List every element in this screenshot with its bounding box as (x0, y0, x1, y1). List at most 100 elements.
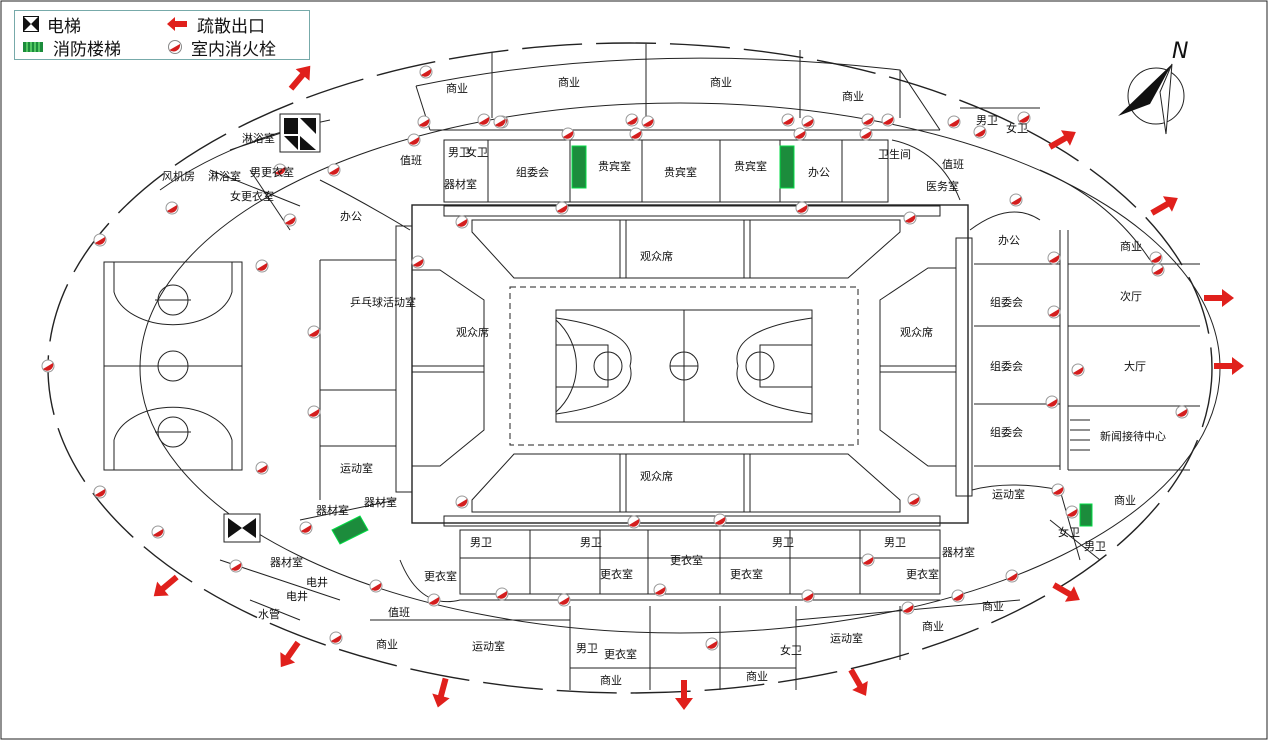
label-locker: 更衣室 (424, 569, 457, 583)
hydrant-marker (907, 493, 921, 507)
hydrant-marker (793, 127, 807, 141)
north-rooms (415, 44, 1040, 217)
hydrant-marker (329, 631, 343, 645)
label-audience: 观众席 (640, 249, 673, 263)
label-male-wc: 男卫 (772, 536, 794, 549)
label-office: 办公 (340, 210, 362, 223)
label-locker: 更衣室 (906, 567, 939, 581)
hydrant-marker (801, 589, 815, 603)
fire-stair-icon (23, 42, 43, 52)
hydrant-marker (493, 115, 507, 129)
hydrant-marker (273, 163, 287, 177)
west-corridor (395, 225, 413, 493)
west-wing (103, 119, 411, 621)
label-office: 办公 (808, 166, 830, 179)
hydrant-marker (1047, 251, 1061, 265)
elevator-icon (223, 113, 321, 543)
exit-arrow (280, 640, 301, 668)
label-equipment: 器材室 (364, 495, 397, 509)
label-male-wc: 男卫 (1084, 540, 1106, 553)
hydrant-marker (1047, 305, 1061, 319)
main-hall (411, 204, 969, 524)
hydrant-marker (427, 593, 441, 607)
exit-arrow (432, 677, 450, 708)
hydrant-marker (93, 485, 107, 499)
hydrant-marker (255, 461, 269, 475)
label-shower: 淋浴室 (242, 131, 275, 145)
exit-arrow (675, 680, 693, 710)
label-commerce: 商业 (600, 673, 622, 687)
legend-hydrant-label: 室内消火栓 (191, 39, 276, 60)
hydrant-marker (93, 233, 107, 247)
legend-hydrant: 室内消火栓 (167, 36, 276, 60)
hydrant-marker (369, 579, 383, 593)
label-audience: 观众席 (900, 325, 933, 339)
label-commerce: 商业 (710, 75, 732, 89)
hydrant-marker (417, 115, 431, 129)
hydrant-marker (947, 115, 961, 129)
label-equipment: 器材室 (270, 555, 303, 569)
hydrant-marker (41, 359, 55, 373)
label-equipment: 器材室 (942, 545, 975, 559)
hydrant-marker (455, 215, 469, 229)
hydrant-marker (561, 127, 575, 141)
label-commerce: 商业 (376, 637, 398, 651)
hydrant-marker (1051, 483, 1065, 497)
label-water-shaft: 水管 (258, 607, 280, 621)
east-corridor (955, 237, 973, 497)
exit-arrow (1214, 357, 1244, 375)
label-sport-room: 运动室 (992, 487, 1025, 501)
exit-arrow-icon (167, 17, 187, 31)
label-elec-shaft: 电井 (286, 589, 308, 603)
exit-arrow (848, 668, 868, 696)
main-court (555, 309, 813, 423)
label-duty: 值班 (388, 606, 410, 619)
label-elec-shaft: 电井 (306, 575, 328, 589)
hydrant-marker (1071, 363, 1085, 377)
hydrant-marker (641, 115, 655, 129)
label-commerce: 商业 (1114, 493, 1136, 507)
label-organizing: 组委会 (990, 295, 1023, 309)
exit-arrow (1048, 130, 1076, 150)
label-sport-room: 运动室 (830, 631, 863, 645)
hydrant-marker (407, 133, 421, 147)
label-commerce: 商业 (842, 89, 864, 103)
hydrant-icon (168, 40, 182, 54)
exit-arrow (1052, 582, 1080, 602)
compass-label: N (1172, 39, 1188, 64)
legend-elevator: 电梯 (23, 13, 81, 37)
label-female-wc: 女卫 (780, 643, 802, 657)
label-vip: 贵宾室 (664, 165, 697, 179)
exit-arrow (1150, 196, 1178, 216)
hydrant-marker (165, 201, 179, 215)
hydrants-layer (41, 65, 1189, 651)
label-female-wc: 女卫 (466, 145, 488, 159)
legend-fire-stair-label: 消防楼梯 (53, 39, 121, 60)
hydrant-marker (419, 65, 433, 79)
label-locker: 更衣室 (670, 553, 703, 567)
exit-arrows-layer (153, 65, 1244, 710)
fire-stair-icon (331, 515, 369, 545)
label-male-wc: 男卫 (448, 146, 470, 159)
hydrant-marker (255, 259, 269, 273)
label-vip: 贵宾室 (734, 159, 767, 173)
label-locker: 更衣室 (604, 647, 637, 661)
hydrant-marker (283, 213, 297, 227)
elevator-icon (23, 16, 39, 32)
room-labels: 商业 商业 商业 商业 组委会 贵宾室 贵宾室 贵宾室 办公 器材室 值班 医务… (162, 75, 1166, 687)
south-rooms (370, 515, 1021, 690)
label-commerce: 商业 (1120, 239, 1142, 253)
label-male-wc: 男卫 (470, 536, 492, 549)
hydrant-marker (629, 127, 643, 141)
hydrant-marker (901, 601, 915, 615)
hydrant-marker (307, 405, 321, 419)
exit-arrow (1204, 289, 1234, 307)
label-equipment: 器材室 (444, 177, 477, 191)
label-second-hall: 次厅 (1120, 289, 1142, 303)
label-medical: 医务室 (926, 179, 959, 193)
label-male-wc: 男卫 (976, 114, 998, 127)
label-male-wc: 男卫 (576, 642, 598, 655)
hydrant-marker (795, 201, 809, 215)
